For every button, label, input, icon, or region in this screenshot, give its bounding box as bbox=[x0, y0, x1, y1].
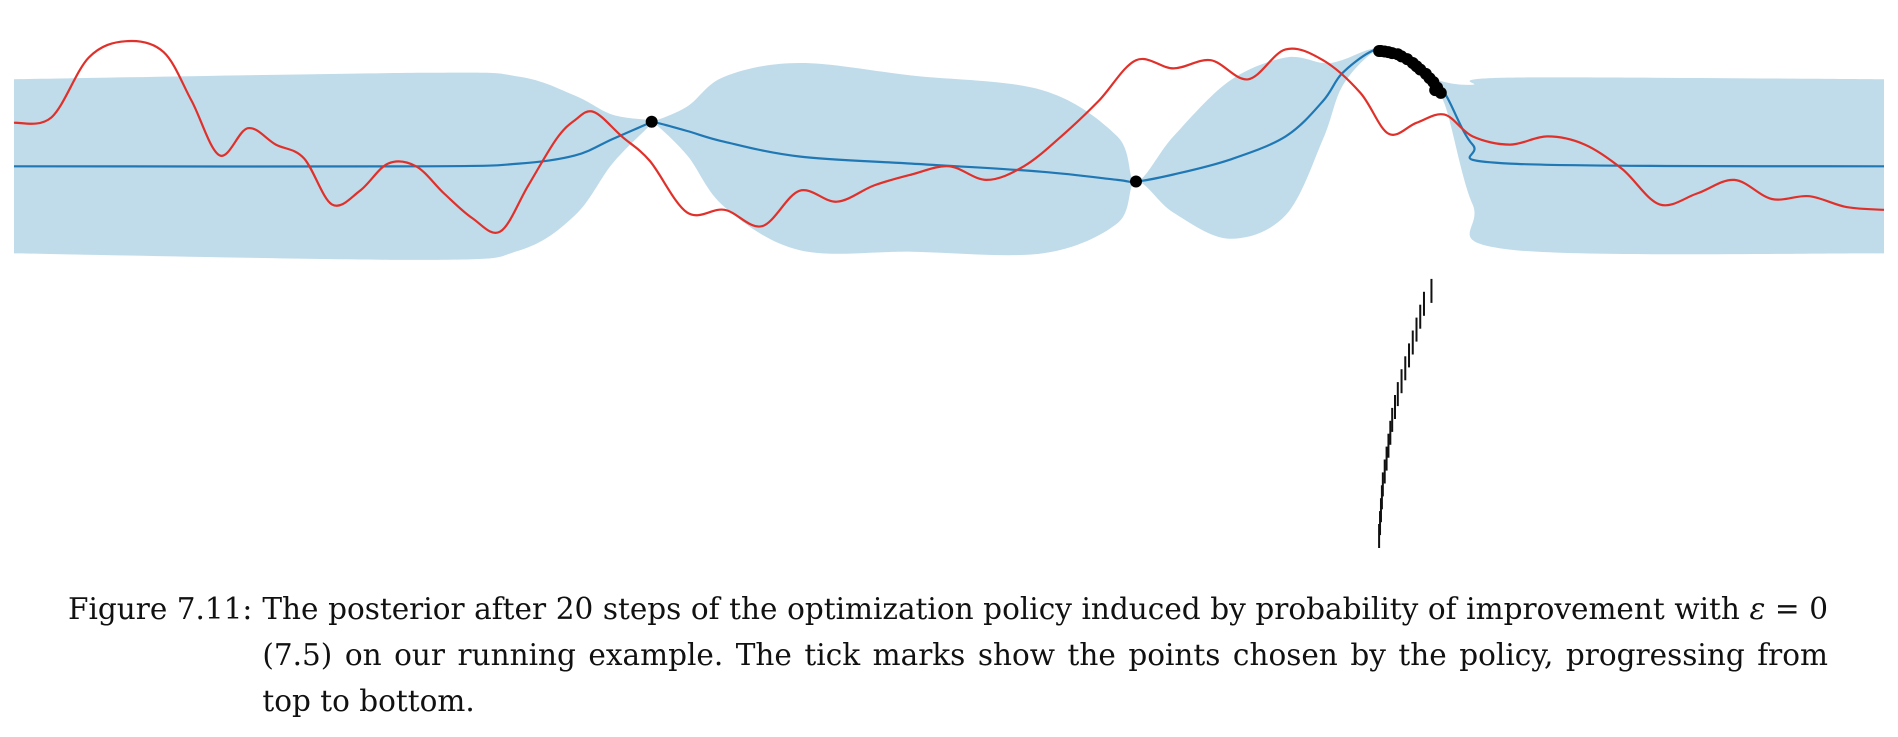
figure-label: Figure 7.11: bbox=[68, 592, 253, 626]
credible-interval-band bbox=[14, 47, 1884, 260]
caption-text: The posterior after 20 steps of the opti… bbox=[262, 592, 1829, 718]
observation-point bbox=[645, 115, 658, 128]
objective-function-line bbox=[13, 39, 1885, 234]
observation-point bbox=[1429, 84, 1442, 97]
figure-caption: Figure 7.11: The posterior after 20 step… bbox=[68, 586, 1828, 724]
observation-point bbox=[1130, 175, 1142, 188]
